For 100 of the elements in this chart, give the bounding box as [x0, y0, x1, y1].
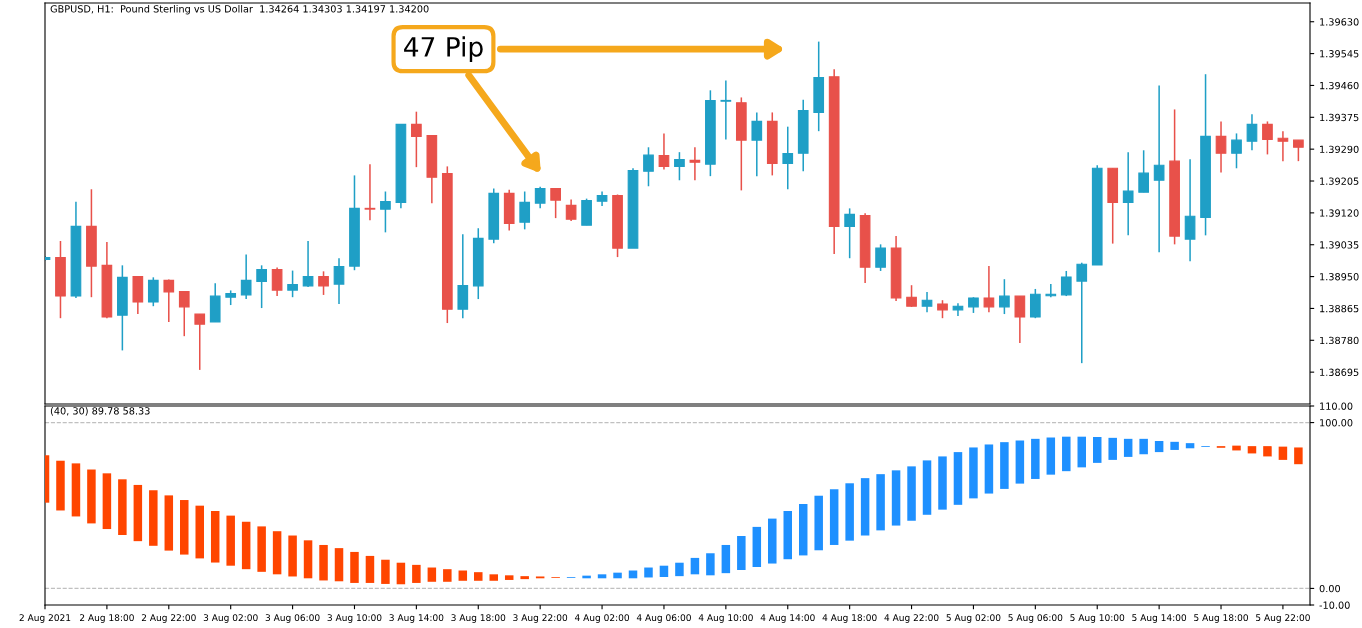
- x-tick-label: 4 Aug 14:00: [760, 614, 815, 623]
- bar: [102, 473, 112, 530]
- candlestick: [1060, 270, 1072, 297]
- candlestick: [1231, 132, 1242, 170]
- candlestick: [178, 290, 190, 337]
- candlestick: [875, 243, 886, 272]
- bar: [195, 505, 204, 559]
- bar: [210, 510, 220, 563]
- candlestick: [302, 240, 314, 288]
- bar: [504, 575, 514, 580]
- y-tick-label: 100.00: [1320, 419, 1353, 427]
- bar: [721, 544, 731, 574]
- bar: [272, 531, 282, 575]
- bar: [319, 544, 328, 581]
- candlestick: [534, 185, 546, 210]
- bar: [798, 504, 808, 556]
- bar: [118, 479, 127, 536]
- bar: [226, 515, 235, 566]
- bar: [474, 572, 483, 581]
- candlestick: [333, 257, 345, 305]
- bar: [1000, 442, 1009, 489]
- bar: [149, 490, 158, 546]
- y-tick-label: 1.39375: [1320, 113, 1359, 122]
- y-tick-label: 1.39205: [1320, 177, 1359, 185]
- x-tick-label: 4 Aug 06:00: [636, 614, 691, 623]
- y-tick-label: 1.38950: [1320, 273, 1359, 281]
- x-tick-label: 2 Aug 22:00: [141, 614, 196, 623]
- bar: [984, 444, 994, 494]
- candlestick: [163, 278, 175, 323]
- bar: [752, 526, 762, 568]
- candlestick: [271, 266, 283, 297]
- bar: [334, 548, 344, 582]
- candlestick: [643, 146, 654, 188]
- bar: [644, 567, 653, 578]
- bar: [1031, 438, 1040, 479]
- candlestick: [999, 278, 1010, 315]
- x-tick-label: 2 Aug 18:00: [79, 614, 134, 623]
- bar: [1263, 446, 1272, 457]
- bar: [907, 466, 916, 521]
- x-tick-label: 4 Aug 02:00: [574, 614, 630, 623]
- bar: [768, 518, 777, 564]
- candlestick: [457, 233, 469, 319]
- x-tick-label: 5 Aug 14:00: [1132, 614, 1187, 623]
- candlestick: [751, 111, 763, 177]
- bar: [87, 469, 96, 524]
- candlestick: [782, 125, 794, 191]
- candlestick: [689, 146, 701, 182]
- bar: [1185, 443, 1195, 449]
- bar: [489, 574, 498, 581]
- candlestick: [906, 284, 917, 308]
- bar: [783, 510, 793, 560]
- bar: [845, 483, 854, 541]
- y-tick-label: 0.00: [1319, 584, 1341, 593]
- candlestick: [1029, 288, 1041, 319]
- candlestick: [720, 79, 732, 141]
- bar: [1170, 441, 1179, 450]
- y-tick-label: 1.38780: [1320, 336, 1359, 345]
- bar: [1294, 447, 1303, 465]
- bar: [969, 447, 978, 499]
- y-tick-label: 1.38695: [1320, 368, 1359, 376]
- bar: [520, 576, 529, 580]
- candlestick: [194, 313, 206, 371]
- bar: [303, 540, 313, 579]
- bar: [71, 463, 81, 517]
- bar: [365, 555, 375, 583]
- x-tick-label: 4 Aug 10:00: [698, 614, 753, 623]
- bar: [737, 536, 746, 571]
- bar: [288, 535, 297, 577]
- candlestick: [1153, 84, 1165, 253]
- annotation: 47 Pip: [404, 36, 483, 62]
- candlestick: [1293, 139, 1304, 162]
- x-tick-label: 3 Aug 10:00: [327, 614, 382, 623]
- x-tick-label: 3 Aug 22:00: [513, 614, 568, 623]
- bar: [381, 559, 390, 584]
- candlestick: [240, 253, 252, 300]
- chart-title: (40, 30) 89.78 58.33: [50, 407, 150, 416]
- candlestick: [318, 270, 329, 296]
- bar: [876, 474, 885, 531]
- bar: [1046, 437, 1056, 475]
- bar: [1108, 437, 1117, 460]
- candlestick: [256, 264, 267, 309]
- y-tick-label: 1.39035: [1320, 241, 1359, 249]
- bar: [1139, 438, 1148, 455]
- y-tick-label: 1.39545: [1320, 50, 1359, 58]
- bar: [241, 521, 251, 570]
- x-tick-label: 2 Aug 2021: [19, 614, 71, 623]
- x-tick-label: 5 Aug 18:00: [1194, 614, 1248, 623]
- candlestick: [1014, 295, 1026, 344]
- bar: [427, 567, 437, 582]
- bar: [396, 562, 406, 585]
- candlestick: [519, 190, 531, 231]
- x-tick-label: 3 Aug 18:00: [451, 614, 506, 623]
- bar: [690, 557, 700, 575]
- x-tick-label: 3 Aug 06:00: [265, 614, 320, 623]
- bar: [443, 569, 452, 582]
- bar: [164, 495, 174, 551]
- bar: [953, 452, 963, 505]
- bar: [1247, 446, 1257, 454]
- candlestick: [1122, 151, 1134, 237]
- candlestick: [550, 187, 561, 219]
